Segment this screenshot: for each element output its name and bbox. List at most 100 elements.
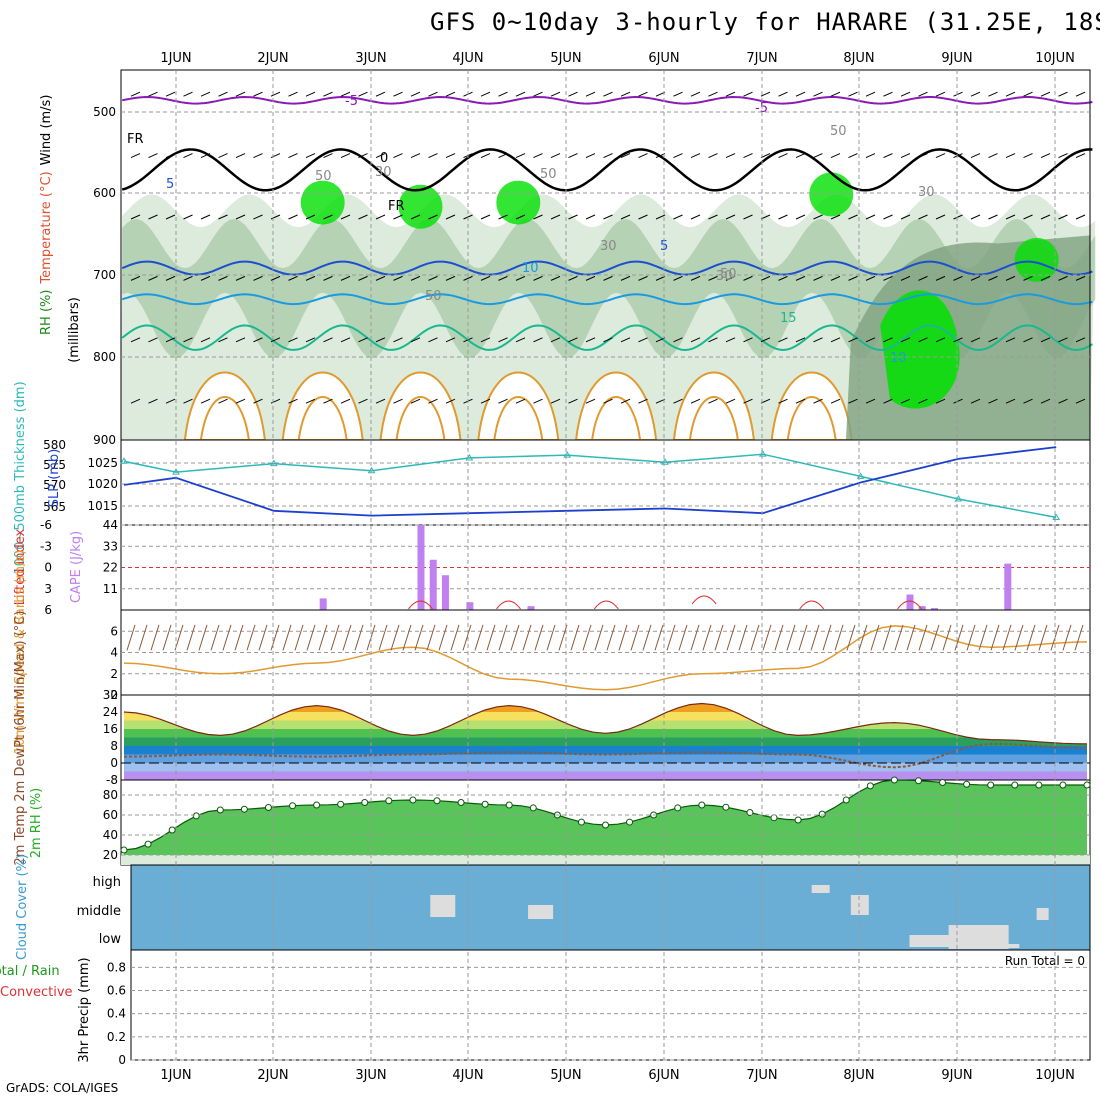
wind-barb (1040, 214, 1051, 220)
wind-barb (690, 91, 701, 97)
wind-barb (288, 275, 298, 281)
wind-barb-10m (414, 624, 424, 651)
wind-barb (743, 153, 753, 159)
wind-barb (830, 214, 841, 220)
wind-barb (340, 91, 351, 97)
wind-barb-10m (582, 624, 592, 651)
temp-tick: 32 (103, 688, 118, 702)
wind-barb (778, 91, 788, 97)
wind-barb (428, 398, 438, 404)
wind-barb (288, 91, 298, 97)
rh-saturated-area (880, 290, 960, 409)
wind-barb-10m (306, 624, 316, 651)
lifted-index-curve (496, 600, 521, 610)
wind-barb-10m (402, 624, 412, 651)
wind-barb (795, 153, 806, 159)
wind-barb (970, 91, 981, 97)
day-label-bottom: 3JUN (355, 1068, 386, 1083)
rh-mid-area (122, 219, 1096, 359)
wind-barb (603, 153, 613, 159)
wind-barb (848, 153, 858, 159)
wind-barb (130, 214, 141, 220)
wind-barb (708, 275, 718, 281)
chart-title: GFS 0~10day 3-hourly for HARARE (31.25E,… (430, 8, 1100, 36)
rh-point (1059, 781, 1067, 789)
wind-barb (900, 214, 911, 220)
wind-barb (673, 398, 683, 404)
wind-barb (725, 91, 736, 97)
wind-barb (620, 398, 631, 404)
cloud-block (1036, 908, 1049, 920)
wind-barb (953, 337, 963, 343)
rh-point (963, 780, 971, 788)
day-label-bottom: 4JUN (452, 1068, 483, 1083)
warm-plume-inner (591, 396, 642, 441)
rh-point (626, 818, 634, 826)
rh-point (385, 797, 393, 805)
wind-barb (883, 275, 893, 281)
wind-barb (200, 214, 211, 220)
wind-barb-10m (210, 624, 220, 651)
wind-barb (183, 214, 193, 220)
wind-barb (848, 337, 858, 343)
slp-tick: 1020 (87, 477, 118, 491)
upper-tick-label: 800 (93, 350, 116, 364)
wind-barb (533, 214, 543, 220)
wind-barb (568, 153, 578, 159)
wind-barb (498, 275, 508, 281)
wind-barb (1005, 275, 1016, 281)
wind-barb (568, 398, 578, 404)
wind-barb (165, 91, 176, 97)
day-label-top: 7JUN (746, 51, 777, 66)
wind-barb (393, 214, 403, 220)
wind-barb (935, 214, 946, 220)
wind-barb-10m (798, 624, 808, 651)
wind-barb-10m (606, 624, 616, 651)
wind-barb (1005, 398, 1016, 404)
wind-barb (148, 214, 158, 220)
slp-ylabel: SLP (mb) (47, 449, 62, 508)
wind-barb (900, 275, 911, 281)
wind-barb (550, 337, 561, 343)
wind-barb (673, 91, 683, 97)
wind-barb (708, 91, 718, 97)
wind-barb (183, 153, 193, 159)
rh-point (505, 801, 513, 809)
wind-barb (130, 275, 141, 281)
wind-barb (568, 337, 578, 343)
wind-barb (305, 153, 316, 159)
day-label-bottom: 10JUN (1035, 1068, 1075, 1083)
temp-tick: 0 (110, 756, 118, 770)
wind-barb (550, 214, 561, 220)
rh-point (529, 804, 537, 812)
wind-barb (1058, 275, 1068, 281)
wind-barb-10m (450, 624, 460, 651)
wind-barb (690, 214, 701, 220)
contour-label: 30 (375, 165, 392, 180)
wind-barb-10m (822, 624, 832, 651)
rh-point (216, 806, 224, 814)
wind-barb-10m (894, 624, 904, 651)
upper-tick-label: 600 (93, 186, 116, 200)
contour-label: FR (388, 199, 405, 214)
wind-barb-10m (1038, 624, 1048, 651)
wind-barb (323, 398, 333, 404)
wind-barb-10m (1014, 624, 1024, 651)
wind-barb-10m (486, 624, 496, 651)
ylabel-part: Temperature (°C) (39, 171, 54, 284)
wind-barb (515, 275, 526, 281)
wind-barb (655, 275, 666, 281)
wind-barb (935, 91, 946, 97)
cloud-ylabel: Cloud Cover (%) (15, 854, 30, 960)
wind-barb (1023, 214, 1033, 220)
wind-barb (218, 153, 228, 159)
rh-point (939, 779, 947, 786)
lifted-index-curve (897, 600, 922, 610)
wind-barb (585, 275, 596, 281)
cape-bar (466, 602, 474, 610)
wind-barb-10m (762, 624, 772, 651)
wind-barb (970, 214, 981, 220)
wind-barb (550, 153, 561, 159)
wind-barb (830, 337, 841, 343)
